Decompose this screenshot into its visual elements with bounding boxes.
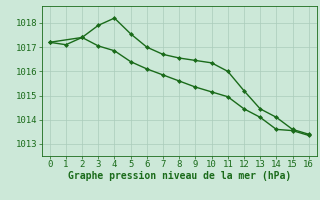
X-axis label: Graphe pression niveau de la mer (hPa): Graphe pression niveau de la mer (hPa): [68, 171, 291, 181]
